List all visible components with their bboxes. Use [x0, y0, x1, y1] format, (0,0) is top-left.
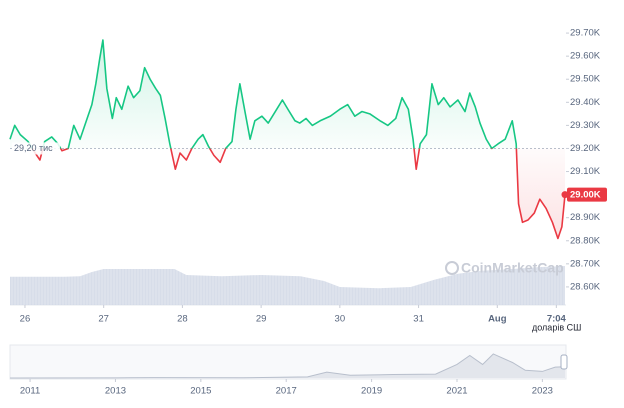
navigator-tick-label: 2015: [190, 386, 211, 397]
x-tick-label: 31: [413, 314, 424, 325]
x-tick-label: 28: [177, 314, 188, 325]
x-tick-label: 7:04: [547, 314, 567, 325]
y-tick-label: 28.90K: [570, 212, 601, 223]
navigator-tick-label: 2013: [105, 386, 126, 397]
y-tick-label: 29.20K: [570, 143, 601, 154]
x-tick-label: 26: [20, 314, 31, 325]
navigator-tick-label: 2019: [361, 386, 382, 397]
currency-label: доларів СШ: [532, 322, 581, 332]
navigator-tick-label: 2021: [446, 386, 467, 397]
last-price-box: [567, 187, 607, 202]
y-tick-label: 29.40K: [570, 97, 601, 108]
x-tick-label: 30: [335, 314, 346, 325]
y-tick-label: 29.60K: [570, 51, 601, 62]
price-line: [9, 39, 566, 240]
baseline-label-bg: [12, 142, 60, 155]
watermark: CoinMarketCap: [461, 260, 564, 276]
navigator-tick-label: 2023: [532, 386, 553, 397]
y-tick-label: 29.50K: [570, 74, 601, 85]
x-tick-label: 29: [256, 314, 267, 325]
y-tick-label: 28.60K: [570, 281, 601, 292]
y-tick-label: 29.10K: [570, 166, 601, 177]
baseline-label: 29,20 тис: [14, 143, 53, 153]
price-area: [10, 40, 565, 239]
last-price-dot: [561, 191, 569, 199]
watermark-logo: [445, 261, 459, 275]
navigator-tick-label: 2011: [20, 386, 40, 397]
y-tick-label: 29.70K: [570, 28, 601, 39]
x-tick-label: 27: [98, 314, 109, 325]
y-tick-label: 29.30K: [570, 120, 601, 131]
navigator-tick-label: 2017: [276, 386, 297, 397]
x-tick-label: Aug: [488, 314, 507, 325]
navigator-handle: [560, 354, 568, 370]
navigator-line: [9, 353, 566, 379]
last-price-label: 29.00K: [570, 190, 601, 201]
y-tick-label: 28.80K: [570, 235, 601, 246]
y-tick-label: 28.70K: [570, 258, 601, 269]
